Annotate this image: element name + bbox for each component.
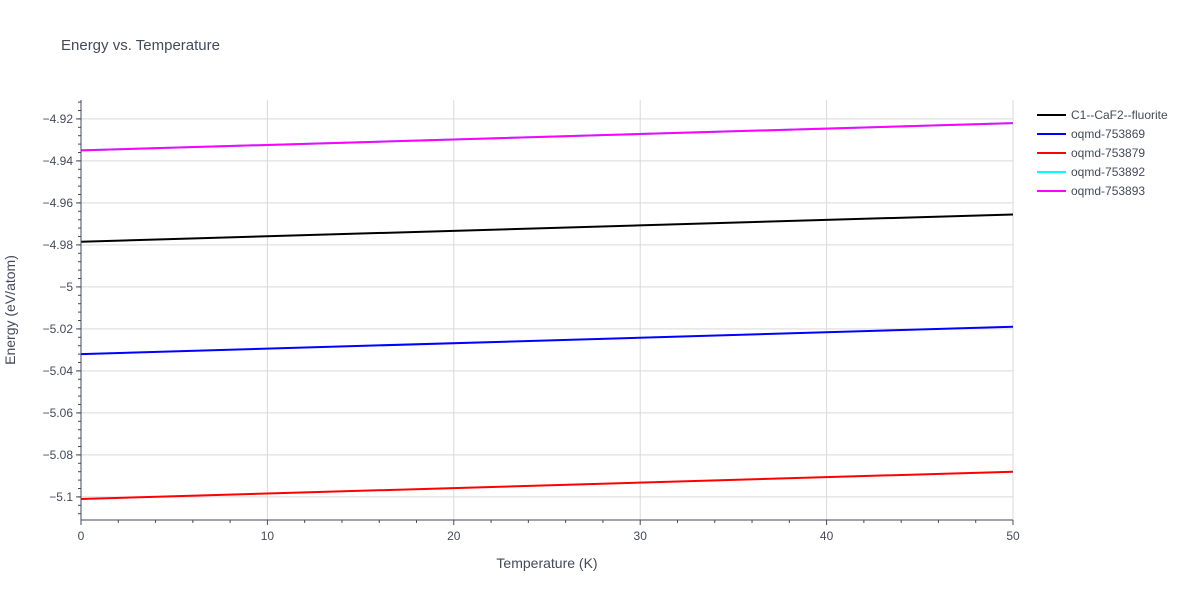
y-tick-label: −5.08 bbox=[43, 448, 74, 462]
chart-title: Energy vs. Temperature bbox=[61, 37, 220, 54]
legend-label: C1--CaF2--fluorite bbox=[1071, 108, 1168, 122]
series-line-oqmd-753879 bbox=[80, 470, 1014, 500]
legend-item[interactable]: oqmd-753893 bbox=[1037, 184, 1145, 198]
x-tick-label: 10 bbox=[261, 529, 275, 543]
plot-area bbox=[80, 122, 1014, 500]
x-tick-label: 20 bbox=[447, 529, 461, 543]
series-line-c1-caf2-fluorite bbox=[80, 213, 1014, 243]
y-tick-label: −4.92 bbox=[43, 112, 74, 126]
y-tick-label: −4.98 bbox=[43, 238, 74, 252]
y-tick-label: −5 bbox=[59, 280, 73, 294]
y-tick-label: −5.02 bbox=[43, 322, 74, 336]
series-line-oqmd-753869 bbox=[80, 325, 1014, 356]
y-tick-label: −4.96 bbox=[43, 196, 74, 210]
legend-label: oqmd-753869 bbox=[1071, 127, 1145, 141]
legend-label: oqmd-753879 bbox=[1071, 146, 1145, 160]
legend-label: oqmd-753892 bbox=[1071, 165, 1145, 179]
x-tick-label: 50 bbox=[1006, 529, 1020, 543]
y-tick-labels: −4.92 −4.94 −4.96 −4.98 −5 −5.02 −5.04 −5.06 −5.… bbox=[43, 112, 74, 504]
y-tick-label: −4.94 bbox=[43, 154, 74, 168]
legend-item[interactable]: oqmd-753879 bbox=[1037, 146, 1145, 160]
y-tick-label: −5.04 bbox=[43, 364, 74, 378]
x-tick-label: 40 bbox=[820, 529, 834, 543]
y-tick-label: −5.06 bbox=[43, 406, 74, 420]
legend[interactable]: C1--CaF2--fluorite oqmd-753869 oqmd-753879… bbox=[1037, 108, 1168, 198]
legend-item[interactable]: oqmd-753892 bbox=[1037, 165, 1145, 179]
x-tick-label: 0 bbox=[78, 529, 85, 543]
y-axis-title: Energy (eV/atom) bbox=[2, 255, 18, 365]
legend-label: oqmd-753893 bbox=[1071, 184, 1145, 198]
legend-item[interactable]: oqmd-753869 bbox=[1037, 127, 1145, 141]
x-tick-labels: 0 10 20 30 40 50 bbox=[78, 529, 1020, 543]
y-tick-label: −5.1 bbox=[49, 490, 73, 504]
legend-item[interactable]: C1--CaF2--fluorite bbox=[1037, 108, 1168, 122]
series-line-oqmd-753893 bbox=[80, 122, 1014, 152]
axes bbox=[76, 100, 1014, 525]
x-axis-title: Temperature (K) bbox=[496, 555, 597, 571]
x-tick-label: 30 bbox=[634, 529, 648, 543]
grid bbox=[81, 100, 1014, 520]
